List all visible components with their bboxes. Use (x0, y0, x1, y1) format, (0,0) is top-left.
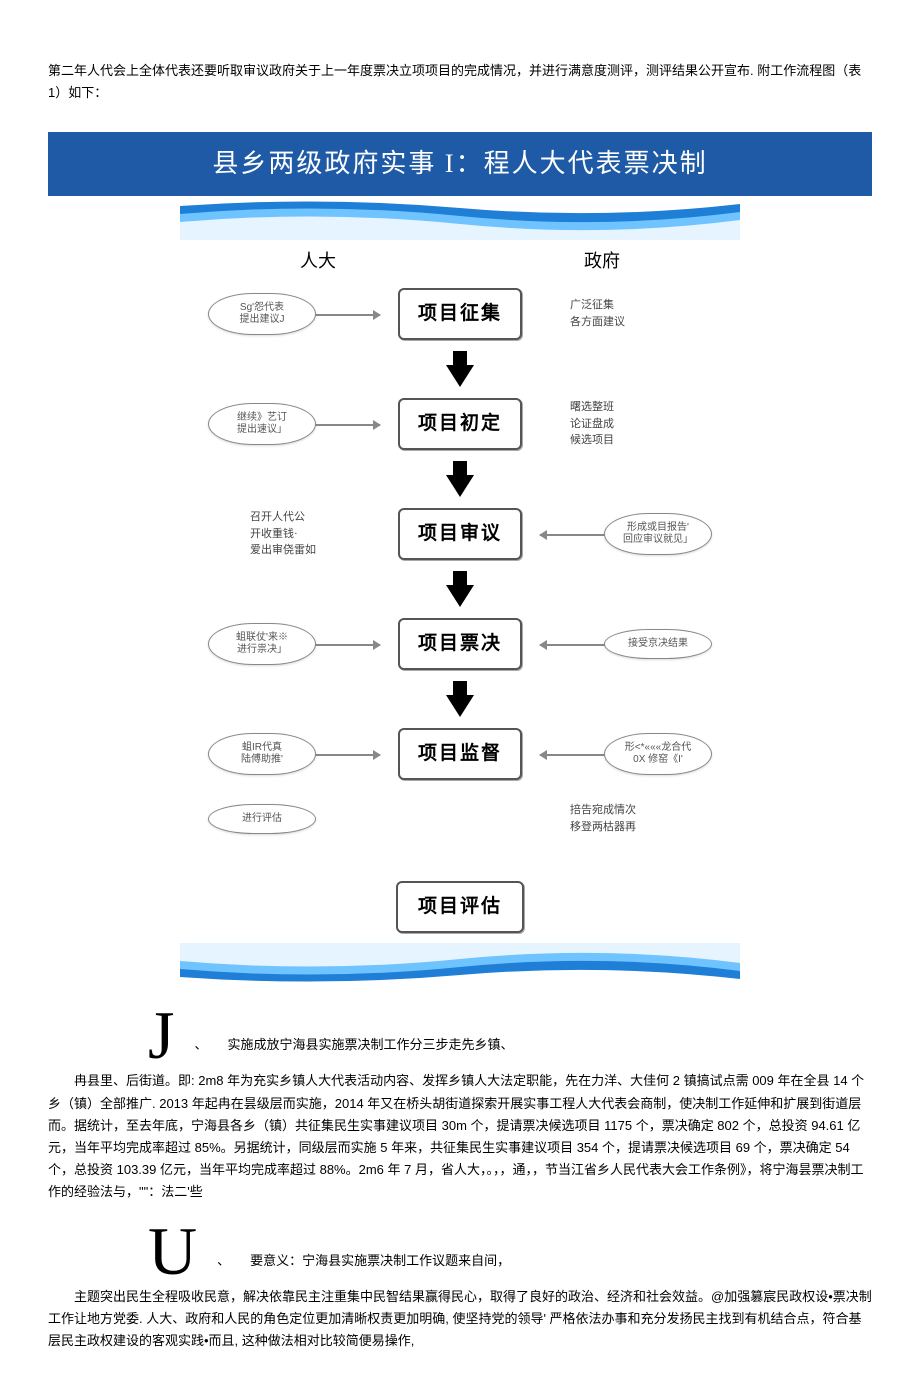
left-bubble: 蛆联仗'来※进行祟决」 (208, 623, 316, 665)
connector-left (310, 754, 380, 756)
connector-right (540, 644, 610, 646)
dropcap-j: J (148, 1005, 174, 1066)
section-j-body: 冉县里、后街道。即: 2m8 年为充实乡镇人大代表活动内容、发挥乡镇人大法定职能… (48, 1070, 872, 1203)
dropcap-j-suffix: 、 (194, 1034, 207, 1066)
connector-left (310, 314, 380, 316)
column-right-label: 政府 (584, 246, 620, 277)
wave-svg (180, 196, 740, 240)
stage-row-0: 项目征集 Sg'怨代表提出建议J 广泛征集各方面建议 (180, 277, 740, 351)
right-bubble: 形成或目报告'回应审议就见」 (604, 513, 712, 555)
connector-left (310, 424, 380, 426)
flowchart-container: 人大 政府 项目征集 Sg'怨代表提出建议J 广泛征集各方面建议项目初定 继续》艺订提… (180, 196, 740, 987)
intro-paragraph: 第二年人代会上全体代表还要听取审议政府关于上一年度票决立项项目的完成情况，并进行… (48, 60, 872, 104)
dropcap-u: U (148, 1221, 197, 1282)
section-u-lead: 要意义：宁海县实施票决制工作议题来自间， (250, 1250, 510, 1282)
section-title-bar: 县乡两级政府实事 I：程人大代表票决制 (48, 132, 872, 196)
section-j-header: J 、 实施成放宁海县实施票决制工作分三步走先乡镇、 (148, 1005, 872, 1066)
arrow-down (180, 681, 740, 717)
dropcap-u-suffix: 、 (217, 1250, 230, 1282)
stage-row-1: 项目初定 继续》艺订提出速议」 曙选整班论证盘成候选项目 (180, 387, 740, 461)
connector-right (540, 534, 610, 536)
bottom-right-text: 掊告宛成情次移登两枯器再 (570, 802, 690, 835)
stage-box: 项目征集 (398, 288, 522, 340)
connector-right (540, 754, 610, 756)
stage-box: 项目监督 (398, 728, 522, 780)
wave-svg-bottom (180, 943, 740, 987)
left-bubble: 继续》艺订提出速议」 (208, 403, 316, 445)
stage-row-3: 项目票决 蛆联仗'来※进行祟决」 接受京决结果 (180, 607, 740, 681)
stage-row-4: 项目监督 蛆IR代真陆傅助推' 形<*«««龙合代0X 修窑《I' (180, 717, 740, 791)
connector-left (310, 644, 380, 646)
arrow-down (180, 461, 740, 497)
stage-box: 项目票决 (398, 618, 522, 670)
left-bubble: Sg'怨代表提出建议J (208, 293, 316, 335)
section-j-lead: 实施成放宁海县实施票决制工作分三步走先乡镇、 (227, 1034, 513, 1066)
right-bubble: 形<*«««龙合代0X 修窑《I' (604, 733, 712, 775)
stage-box: 项目初定 (398, 398, 522, 450)
flow-stages: 项目征集 Sg'怨代表提出建议J 广泛征集各方面建议项目初定 继续》艺订提出速议」 曙选… (180, 277, 740, 855)
column-left-label: 人大 (300, 246, 336, 277)
wave-decoration-bottom (180, 943, 740, 987)
right-text: 曙选整班论证盘成候选项目 (570, 399, 690, 449)
right-bubble: 接受京决结果 (604, 629, 712, 659)
bottom-side-row: 进行评估 掊告宛成情次移登两枯器再 (180, 791, 740, 847)
arrow-down (180, 571, 740, 607)
left-text: 召开人代公开收重钱·爱出审侥雷如 (250, 509, 370, 559)
wave-decoration-top (180, 196, 740, 240)
stage-row-2: 项目审议召开人代公开收重钱·爱出审侥雷如 形成或目报告'回应审议就见」 (180, 497, 740, 571)
stage-box: 项目审议 (398, 508, 522, 560)
bottom-left-bubble: 进行评估 (208, 804, 316, 834)
section-u-header: U 、 要意义：宁海县实施票决制工作议题来自间， (148, 1221, 872, 1282)
arrow-down (180, 351, 740, 387)
columns-header: 人大 政府 (180, 240, 740, 277)
section-u-body: 主题突出民生全程吸收民意，解决依靠民主注重集中民智结果赢得民心，取得了良好的政治… (48, 1286, 872, 1352)
evaluation-box: 项目评估 (396, 881, 524, 933)
right-text: 广泛征集各方面建议 (570, 297, 690, 330)
left-bubble: 蛆IR代真陆傅助推' (208, 733, 316, 775)
